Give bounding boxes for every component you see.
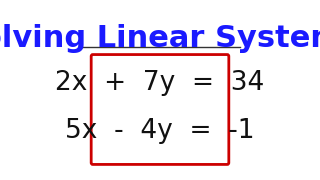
Text: 2x  +  7y  =  34: 2x + 7y = 34 xyxy=(55,70,265,96)
Text: Solving Linear Systems: Solving Linear Systems xyxy=(0,24,320,53)
FancyBboxPatch shape xyxy=(91,55,229,165)
Text: 5x  -  4y  =  -1: 5x - 4y = -1 xyxy=(65,118,255,144)
